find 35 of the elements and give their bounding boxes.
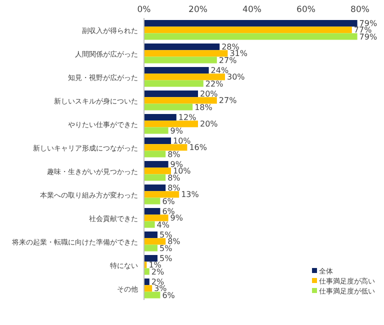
x-tick-label: 80%: [350, 5, 370, 15]
x-tick-label: 40%: [242, 5, 262, 15]
data-label: 8%: [168, 173, 181, 182]
data-label: 3%: [154, 284, 168, 294]
data-label: 16%: [189, 143, 208, 152]
data-label: 12%: [178, 113, 197, 122]
data-label: 10%: [173, 166, 192, 176]
data-label: 22%: [205, 79, 224, 88]
data-label: 9%: [170, 126, 184, 136]
data-label: 20%: [200, 120, 218, 129]
data-label: 5%: [160, 244, 173, 253]
x-tick-label: 0%: [137, 5, 151, 15]
data-label: 31%: [230, 49, 248, 58]
data-label: 13%: [181, 190, 200, 200]
data-label: 10%: [173, 136, 192, 146]
data-label: 18%: [194, 102, 213, 112]
data-label: 8%: [168, 237, 181, 246]
data-label: 27%: [218, 56, 238, 65]
data-label: 24%: [210, 66, 229, 76]
data-label: 1%: [148, 260, 162, 270]
data-label: 2%: [151, 267, 164, 276]
data-label: 77%: [354, 26, 372, 35]
data-label: 27%: [218, 96, 238, 106]
data-label: 4%: [156, 220, 170, 230]
data-label: 79%: [359, 32, 378, 42]
data-label: 6%: [162, 290, 176, 300]
data-label: 5%: [160, 254, 173, 264]
x-tick-label: 60%: [296, 5, 316, 15]
data-label: 9%: [170, 214, 184, 223]
data-label: 30%: [227, 72, 246, 82]
x-tick-label: 20%: [188, 5, 208, 15]
data-label: 8%: [168, 184, 181, 193]
data-label: 8%: [168, 150, 181, 159]
data-label: 6%: [162, 196, 176, 206]
data-label: 20%: [200, 90, 218, 99]
